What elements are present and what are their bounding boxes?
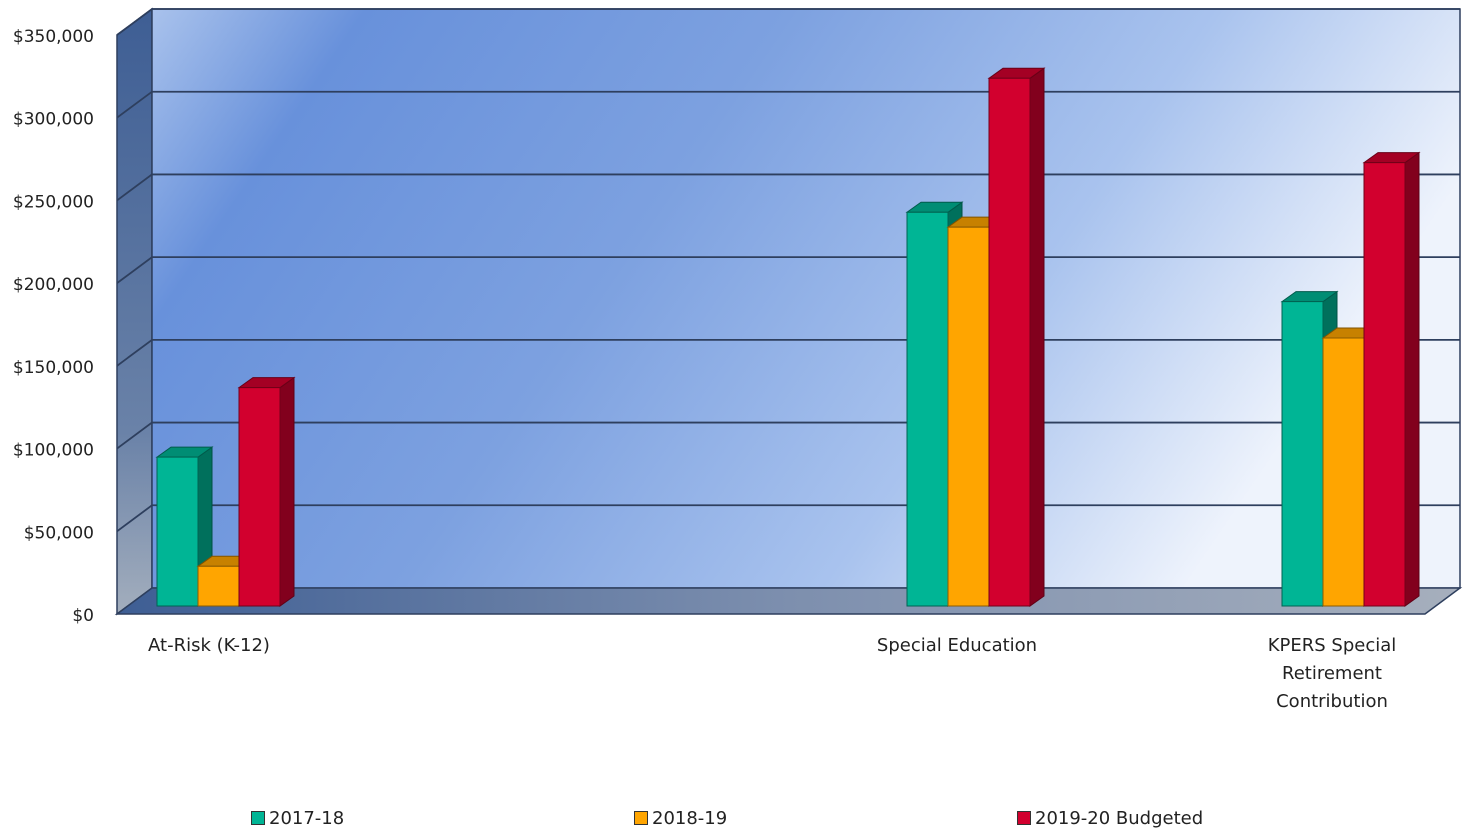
bar-side — [1404, 151, 1420, 607]
y-tick-label: $150,000 — [13, 358, 94, 378]
bar-front — [1281, 301, 1324, 607]
x-tick-label-line: Special Education — [877, 635, 1037, 656]
x-tick-label: Special Education — [877, 635, 1037, 656]
bar — [237, 376, 296, 607]
y-tick-label: $100,000 — [13, 441, 94, 461]
legend-item-2018-19: 2018-19 — [634, 806, 727, 830]
legend-swatch-2018-19 — [634, 811, 648, 825]
x-tick-label-line: KPERS Special — [1268, 635, 1397, 656]
x-tick-label: At-Risk (K-12) — [148, 635, 270, 656]
bar-front — [1322, 337, 1365, 607]
gridline — [116, 8, 1460, 36]
bar-front — [1363, 162, 1406, 607]
y-axis: $0 $50,000 $100,000 $150,000 $200,000 $250,00… — [13, 27, 94, 626]
bar-front — [947, 226, 990, 607]
bars-layer — [155, 67, 1421, 607]
bar-side — [1029, 67, 1045, 607]
bar-front — [156, 456, 199, 607]
x-tick-label-line: At-Risk (K-12) — [148, 635, 270, 656]
y-tick-label: $50,000 — [24, 523, 94, 543]
x-tick-label: KPERS Special Retirement Contribution — [1268, 635, 1397, 712]
legend-item-2017-18: 2017-18 — [251, 806, 344, 830]
bar — [987, 67, 1046, 607]
y-tick-label: $350,000 — [13, 27, 94, 47]
x-tick-label-line: Retirement — [1282, 663, 1382, 684]
y-tick-label: $300,000 — [13, 110, 94, 130]
gridlines — [116, 8, 1460, 533]
legend-item-2019-20-budgeted: 2019-20 Budgeted — [1017, 806, 1203, 830]
x-tick-label-line: Contribution — [1276, 691, 1388, 712]
back-wall — [151, 8, 1461, 589]
y-tick-label: $200,000 — [13, 275, 94, 295]
floor — [114, 587, 1463, 615]
legend-swatch-2019-20-budgeted — [1017, 811, 1031, 825]
legend-label-2017-18: 2017-18 — [269, 807, 345, 829]
legend-label-2018-19: 2018-19 — [652, 807, 728, 829]
bar-front — [197, 565, 240, 607]
bar-front — [906, 211, 949, 607]
legend-swatch-2017-18 — [251, 811, 265, 825]
bar-side — [279, 376, 295, 607]
chart-walls — [114, 7, 1463, 616]
bar-front — [988, 77, 1031, 607]
legend-label-2019-20-budgeted: 2019-20 Budgeted — [1035, 807, 1204, 829]
y-tick-label: $250,000 — [13, 192, 94, 212]
y-tick-label: $0 — [72, 606, 94, 626]
bar-front — [238, 387, 281, 607]
side-wall — [116, 7, 153, 616]
x-axis: At-Risk (K-12) Special Education KPERS Spe… — [148, 635, 1396, 712]
bar — [1362, 151, 1421, 607]
